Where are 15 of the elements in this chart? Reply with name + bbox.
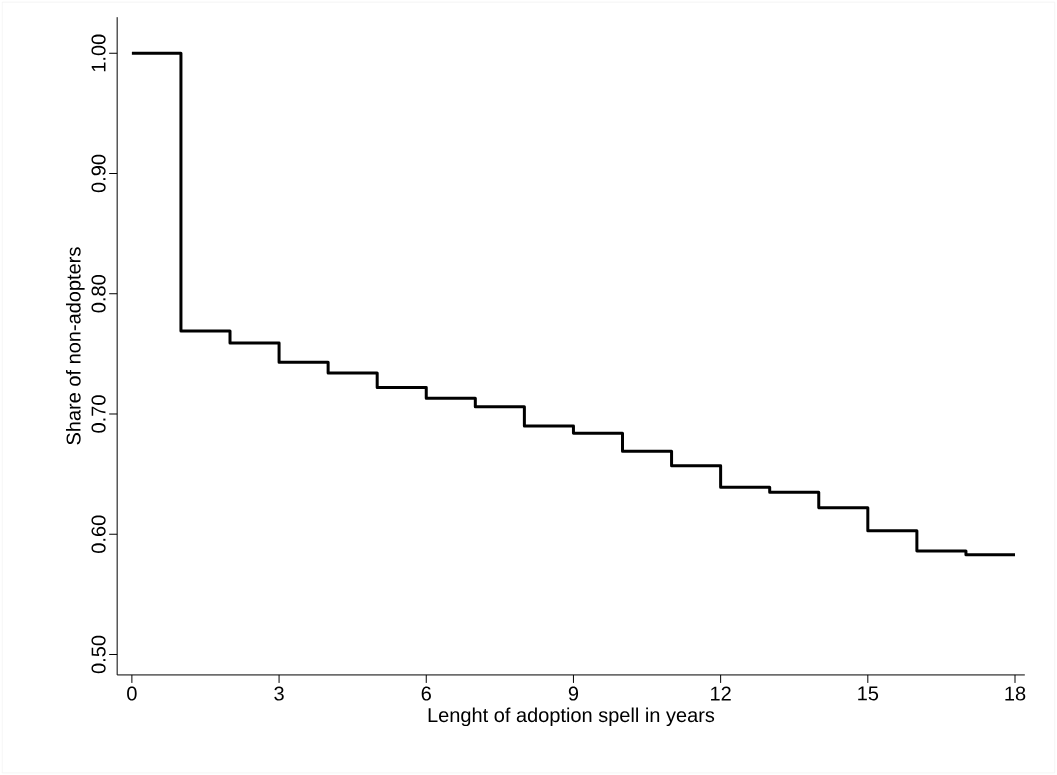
x-tick-label: 12	[711, 686, 731, 701]
y-tick-label: 0.70	[91, 395, 106, 433]
x-tick-label: 6	[421, 686, 431, 701]
x-axis-title: Lenght of adoption spell in years	[428, 707, 715, 727]
y-tick-label: 0.80	[91, 275, 106, 313]
x-tick-label: 18	[1005, 686, 1026, 701]
y-tick-label: 0.60	[91, 515, 106, 553]
x-tick-label: 3	[274, 686, 284, 701]
y-tick-label: 0.90	[91, 154, 106, 193]
y-tick-label: 0.50	[91, 635, 106, 674]
x-tick-label: 0	[127, 686, 137, 701]
y-tick-label: 1.00	[91, 34, 106, 72]
x-tick-label: 9	[568, 686, 579, 701]
x-tick-label: 15	[858, 686, 879, 701]
y-axis-title: Share of non-adopters	[65, 247, 85, 445]
